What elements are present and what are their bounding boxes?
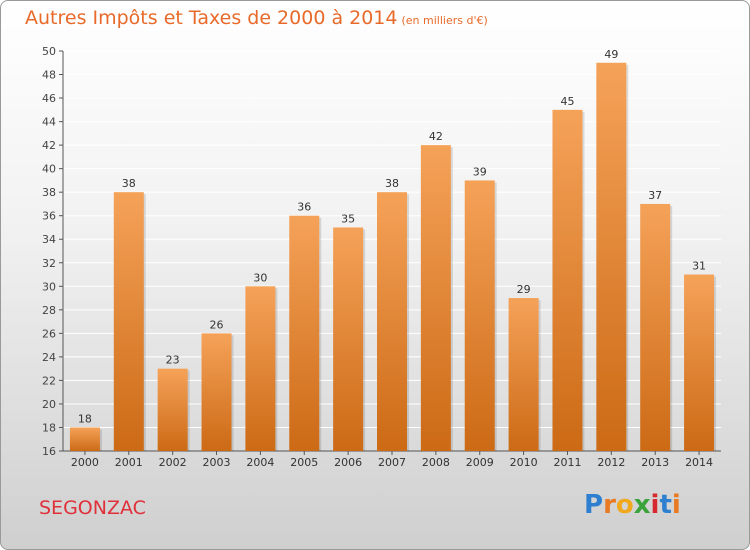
- y-tick-label: 32: [42, 257, 56, 270]
- logo-letter: x: [633, 490, 651, 520]
- x-tick-label: 2008: [422, 456, 450, 469]
- bar-value-label: 36: [297, 201, 311, 214]
- proxiti-logo: Proxiti: [584, 490, 681, 520]
- bar-value-label: 45: [560, 95, 574, 108]
- y-tick-label: 44: [42, 116, 56, 129]
- y-tick-label: 40: [42, 163, 56, 176]
- bar: [333, 227, 364, 451]
- bar-value-label: 38: [122, 177, 136, 190]
- x-tick-label: 2003: [203, 456, 231, 469]
- bar: [289, 215, 320, 451]
- logo-letter: P: [584, 490, 604, 520]
- x-tick-label: 2006: [334, 456, 362, 469]
- bar: [245, 286, 276, 451]
- logo-letter: o: [615, 490, 634, 520]
- bar-value-label: 35: [341, 212, 355, 225]
- y-tick-label: 28: [42, 304, 56, 317]
- bar-value-label: 49: [604, 48, 618, 61]
- y-tick-label: 42: [42, 139, 56, 152]
- y-tick-label: 20: [42, 398, 56, 411]
- bar-value-label: 30: [253, 271, 267, 284]
- bar-value-label: 37: [648, 189, 662, 202]
- x-tick-label: 2004: [246, 456, 274, 469]
- y-tick-label: 38: [42, 186, 56, 199]
- x-tick-label: 2009: [466, 456, 494, 469]
- bar: [377, 192, 407, 452]
- y-tick-label: 46: [42, 92, 56, 105]
- y-tick-label: 50: [42, 45, 56, 58]
- y-tick-label: 18: [42, 421, 56, 434]
- bar: [552, 109, 583, 451]
- x-tick-label: 2005: [290, 456, 318, 469]
- x-tick-label: 2000: [71, 456, 99, 469]
- y-tick-label: 36: [42, 210, 56, 223]
- bar: [684, 274, 715, 451]
- bar-value-label: 39: [473, 165, 487, 178]
- y-tick-label: 26: [42, 327, 56, 340]
- x-tick-label: 2014: [685, 456, 713, 469]
- x-tick-label: 2001: [115, 456, 143, 469]
- bar: [157, 368, 188, 451]
- x-tick-label: 2010: [510, 456, 538, 469]
- chart-title: Autres Impôts et Taxes de 2000 à 2014 (en…: [25, 7, 488, 29]
- bar-value-label: 18: [78, 412, 92, 425]
- bar: [640, 203, 671, 451]
- x-tick-label: 2011: [553, 456, 581, 469]
- bar: [596, 62, 627, 451]
- x-tick-label: 2012: [597, 456, 625, 469]
- y-tick-label: 16: [42, 445, 56, 458]
- x-tick-label: 2013: [641, 456, 669, 469]
- x-tick-label: 2007: [378, 456, 406, 469]
- bar-value-label: 42: [429, 130, 443, 143]
- y-tick-label: 48: [42, 69, 56, 82]
- y-tick-label: 22: [42, 374, 56, 387]
- y-tick-label: 24: [42, 351, 56, 364]
- chart-unit: (en milliers d'€): [401, 14, 488, 27]
- y-tick-label: 34: [42, 233, 56, 246]
- bar: [508, 298, 539, 451]
- bar: [69, 427, 100, 451]
- bar: [464, 180, 495, 452]
- y-tick-label: 30: [42, 280, 56, 293]
- logo-letter: r: [603, 490, 616, 520]
- bar-value-label: 31: [692, 260, 706, 273]
- city-label: SEGONZAC: [39, 497, 146, 519]
- bar-value-label: 38: [385, 177, 399, 190]
- bar: [113, 192, 144, 452]
- bar-value-label: 26: [210, 318, 224, 331]
- bar: [201, 333, 232, 451]
- logo-letter: i: [671, 490, 681, 520]
- logo-letter: t: [659, 490, 672, 520]
- logo-letter: i: [650, 490, 660, 520]
- bar-value-label: 29: [517, 283, 531, 296]
- x-tick-label: 2002: [159, 456, 187, 469]
- bar-value-label: 23: [166, 354, 180, 367]
- bar: [420, 145, 451, 451]
